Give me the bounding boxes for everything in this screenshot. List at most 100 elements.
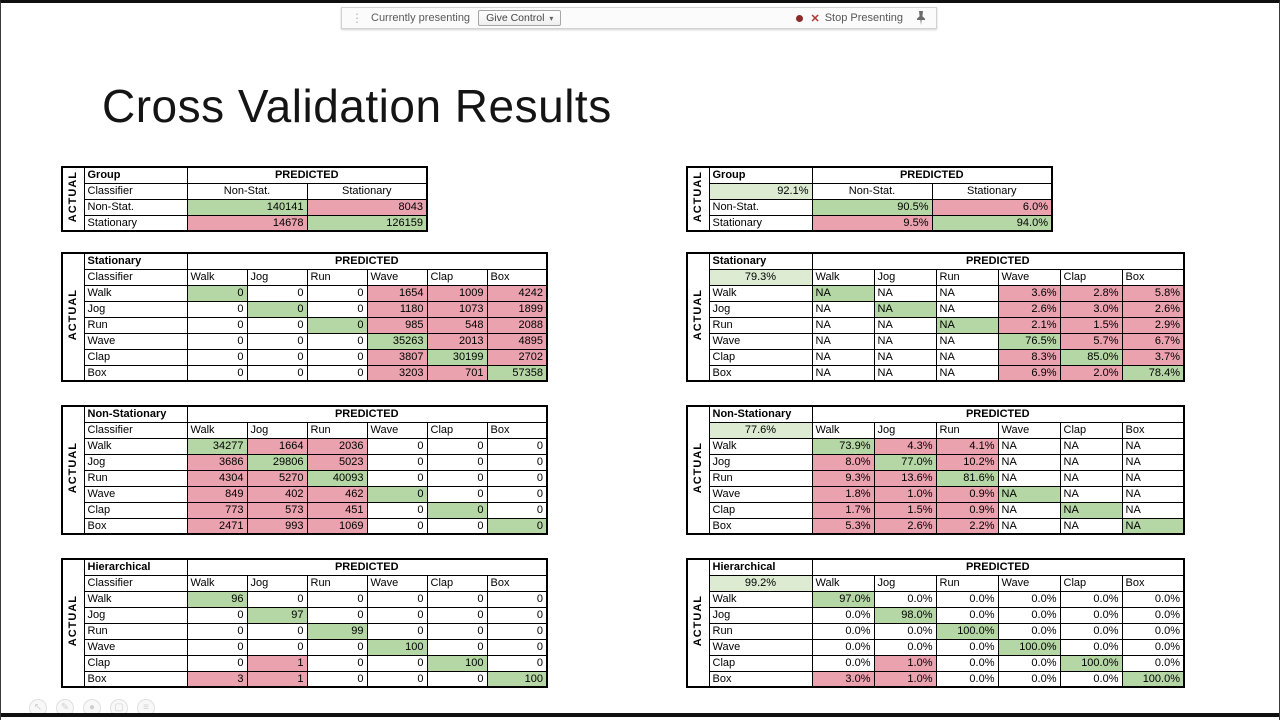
predicted-axis-label: PREDICTED xyxy=(811,405,1185,423)
cell-clap-run: 0.9% xyxy=(935,501,999,519)
predicted-axis-label: PREDICTED xyxy=(186,405,548,423)
cell-jog-clap: 1073 xyxy=(426,300,488,318)
row-label-jog: Jog xyxy=(83,453,188,471)
cell-box-clap: 0 xyxy=(426,517,488,535)
cell-box-box: 100.0% xyxy=(1121,670,1185,688)
table-title-group: Group xyxy=(708,166,813,184)
table-title-nonstationary: Non-Stationary xyxy=(83,405,188,423)
cell-clap-wave: 3807 xyxy=(366,348,428,366)
cell-stationary-nonstat: 9.5% xyxy=(811,214,933,232)
cell-wave-jog: 402 xyxy=(246,485,308,503)
cell-walk-walk: 73.9% xyxy=(811,437,875,455)
subheader-nonstationarypercent: 77.6% xyxy=(708,421,813,439)
cell-walk-wave: 0.0% xyxy=(997,590,1061,608)
actual-axis-label: ACTUAL xyxy=(686,166,710,232)
cell-clap-wave: 0.0% xyxy=(997,654,1061,672)
col-header-jog: Jog xyxy=(246,268,308,286)
col-header-run: Run xyxy=(306,574,368,592)
cell-box-clap: 0.0% xyxy=(1059,670,1123,688)
cell-jog-walk: 0.0% xyxy=(811,606,875,624)
cell-clap-jog: NA xyxy=(873,348,937,366)
pin-icon[interactable] xyxy=(915,10,927,26)
col-header-walk: Walk xyxy=(811,421,875,439)
row-label-stationary: Stationary xyxy=(708,214,813,232)
col-header-clap: Clap xyxy=(426,421,488,439)
cell-jog-wave: 0.0% xyxy=(997,606,1061,624)
cell-nonstat-nonstat: 90.5% xyxy=(811,198,933,216)
cell-run-clap: 0 xyxy=(426,622,488,640)
cell-run-wave: 0.0% xyxy=(997,622,1061,640)
cell-box-box: 57358 xyxy=(486,364,548,382)
cell-run-run: NA xyxy=(935,316,999,334)
cell-box-run: NA xyxy=(935,364,999,382)
cell-walk-jog: 0.0% xyxy=(873,590,937,608)
col-header-clap: Clap xyxy=(426,574,488,592)
col-header-wave: Wave xyxy=(997,421,1061,439)
drag-handle-icon[interactable]: ⋮ xyxy=(351,11,363,25)
cell-clap-wave: 0 xyxy=(366,654,428,672)
presenting-toolbar: ⋮ Currently presenting Give Control ▾ ✕ … xyxy=(341,7,937,29)
cell-jog-jog: 98.0% xyxy=(873,606,937,624)
cell-jog-jog: 77.0% xyxy=(873,453,937,471)
row-label-jog: Jog xyxy=(708,453,813,471)
stop-presenting-button[interactable]: ✕ Stop Presenting xyxy=(811,12,904,25)
col-header-wave: Wave xyxy=(997,574,1061,592)
cell-box-clap: 701 xyxy=(426,364,488,382)
cell-clap-clap: 30199 xyxy=(426,348,488,366)
col-header-wave: Wave xyxy=(366,421,428,439)
row-label-run: Run xyxy=(83,316,188,334)
cell-clap-jog: 1 xyxy=(246,654,308,672)
cell-jog-clap: NA xyxy=(1059,453,1123,471)
cell-jog-clap: 0 xyxy=(426,606,488,624)
table-title-nonstationary: Non-Stationary xyxy=(708,405,813,423)
cell-run-clap: 0.0% xyxy=(1059,622,1123,640)
slide-title: Cross Validation Results xyxy=(102,80,612,132)
ghost-pen-icon[interactable]: ✎ xyxy=(56,699,74,717)
row-label-wave: Wave xyxy=(83,638,188,656)
cell-wave-clap: 0 xyxy=(426,485,488,503)
cell-walk-box: 4242 xyxy=(486,284,548,302)
actual-axis-label: ACTUAL xyxy=(61,405,85,535)
cell-clap-jog: 573 xyxy=(246,501,308,519)
cell-box-box: 0 xyxy=(486,517,548,535)
row-label-nonstat: Non-Stat. xyxy=(83,198,188,216)
col-header-jog: Jog xyxy=(873,268,937,286)
cell-jog-box: 0.0% xyxy=(1121,606,1185,624)
cell-run-run: 0 xyxy=(306,316,368,334)
recording-dot-icon xyxy=(795,14,803,22)
cell-box-box: 100 xyxy=(486,670,548,688)
cell-walk-run: NA xyxy=(935,284,999,302)
give-control-button[interactable]: Give Control ▾ xyxy=(478,10,562,26)
col-header-walk: Walk xyxy=(186,268,248,286)
row-label-clap: Clap xyxy=(708,348,813,366)
row-label-stationary: Stationary xyxy=(83,214,188,232)
cell-jog-box: NA xyxy=(1121,453,1185,471)
cell-jog-wave: 2.6% xyxy=(997,300,1061,318)
row-label-wave: Wave xyxy=(83,485,188,503)
col-header-jog: Jog xyxy=(246,574,308,592)
cell-jog-clap: 3.0% xyxy=(1059,300,1123,318)
cell-jog-run: 10.2% xyxy=(935,453,999,471)
cell-box-jog: 993 xyxy=(246,517,308,535)
cell-run-jog: 0 xyxy=(246,316,308,334)
cell-clap-jog: 1.0% xyxy=(873,654,937,672)
cell-clap-box: 2702 xyxy=(486,348,548,366)
table-title-stationary: Stationary xyxy=(83,252,188,270)
cell-walk-run: 2036 xyxy=(306,437,368,455)
cell-clap-clap: 100.0% xyxy=(1059,654,1123,672)
cell-wave-walk: 0 xyxy=(186,638,248,656)
cell-run-box: 2.9% xyxy=(1121,316,1185,334)
col-header-nonstat: Non-Stat. xyxy=(811,182,933,200)
row-label-walk: Walk xyxy=(708,590,813,608)
cell-clap-jog: 1.5% xyxy=(873,501,937,519)
cell-walk-wave: 1654 xyxy=(366,284,428,302)
row-label-jog: Jog xyxy=(83,300,188,318)
cell-jog-wave: 0 xyxy=(366,606,428,624)
col-header-clap: Clap xyxy=(1059,421,1123,439)
cell-clap-walk: 0 xyxy=(186,348,248,366)
cell-box-box: 78.4% xyxy=(1121,364,1185,382)
cell-run-run: 100.0% xyxy=(935,622,999,640)
row-label-walk: Walk xyxy=(708,284,813,302)
cell-wave-walk: NA xyxy=(811,332,875,350)
cell-box-jog: 1.0% xyxy=(873,670,937,688)
